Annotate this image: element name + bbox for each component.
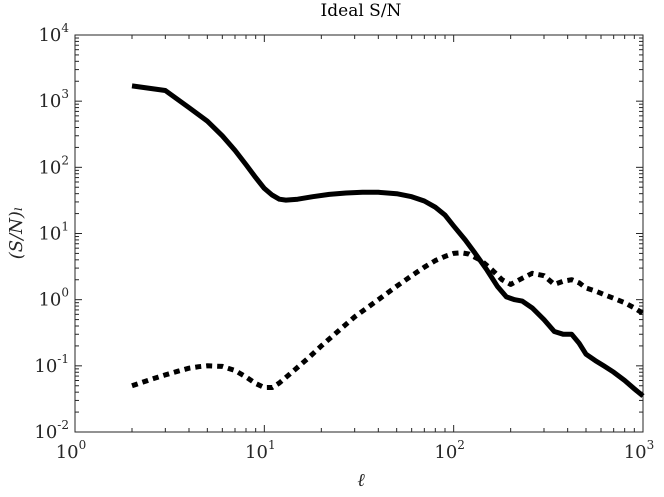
x-tick-label: 101 xyxy=(245,438,276,463)
y-tick-label: 100 xyxy=(38,286,69,311)
series-solid-line xyxy=(131,83,645,398)
y-axis: 10-2 10-1 100 101 102 103 104 xyxy=(34,21,643,443)
x-tick-label: 102 xyxy=(434,438,465,463)
x-tick-label: 100 xyxy=(56,438,87,463)
series-dotted-line xyxy=(131,250,645,390)
series-layer xyxy=(131,83,645,398)
y-tick-label: 102 xyxy=(38,153,69,178)
plot-area xyxy=(74,34,644,433)
y-tick-label: 104 xyxy=(38,21,69,46)
x-tick-label: 103 xyxy=(624,438,655,463)
y-tick-label: 101 xyxy=(38,220,69,245)
x-axis: 100 101 102 103 xyxy=(56,35,655,463)
y-tick-label: 103 xyxy=(38,87,69,112)
x-axis-label: ℓ xyxy=(357,470,365,491)
y-tick-label: 10-2 xyxy=(34,418,69,443)
y-axis-label: (S/N)ₗ xyxy=(6,207,27,260)
y-tick-label: 10-1 xyxy=(34,352,69,377)
chart-title: Ideal S/N xyxy=(321,1,402,21)
